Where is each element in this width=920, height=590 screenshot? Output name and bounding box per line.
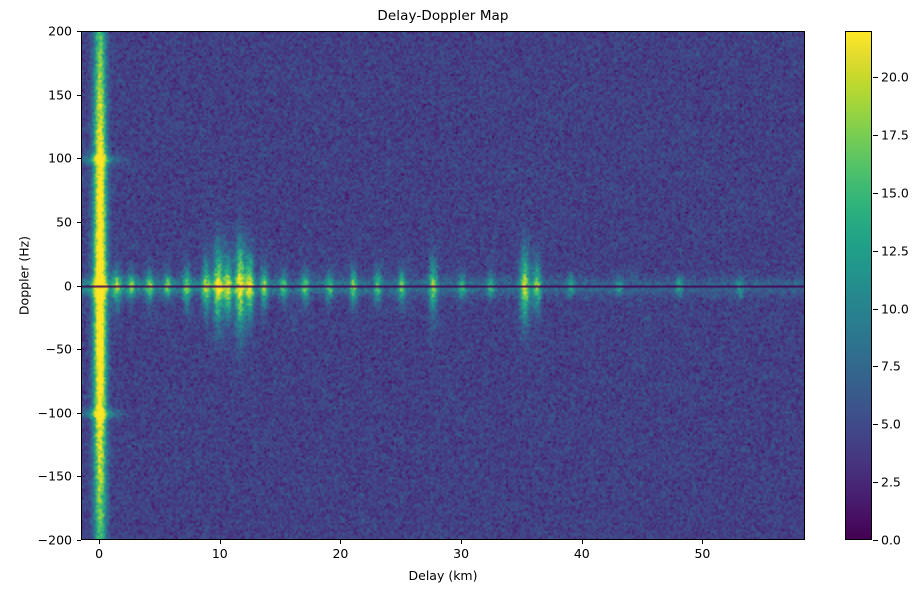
x-tick-label: 30 xyxy=(453,546,470,561)
x-tick-label: 10 xyxy=(211,546,228,561)
y-tick-label: 150 xyxy=(48,87,72,103)
x-tick-label: 0 xyxy=(95,546,104,561)
x-tick-mark xyxy=(219,540,221,544)
page-title: Delay-Doppler Map xyxy=(377,8,509,24)
colorbar-tick-label: 12.5 xyxy=(881,243,909,259)
y-tick-label: −50 xyxy=(45,341,72,357)
x-axis-title: Delay (km) xyxy=(408,568,478,583)
colorbar-tick-label: 20.0 xyxy=(881,69,909,85)
colorbar-tick-label: 5.0 xyxy=(881,416,901,432)
colorbar-tick-mark xyxy=(873,77,878,79)
x-tick-label: 40 xyxy=(573,546,590,561)
colorbar-tick-label: 7.5 xyxy=(881,358,901,374)
heatmap-plot-area xyxy=(81,31,805,540)
x-tick-mark xyxy=(461,540,463,544)
y-tick-mark xyxy=(77,285,81,287)
colorbar xyxy=(845,31,872,540)
y-tick-mark xyxy=(77,221,81,223)
y-tick-mark xyxy=(77,94,81,96)
colorbar-tick-label: 2.5 xyxy=(881,474,901,490)
colorbar-tick-mark xyxy=(873,424,878,426)
colorbar-tick-mark xyxy=(873,135,878,137)
colorbar-tick-mark xyxy=(873,540,878,541)
y-tick-label: −150 xyxy=(37,468,72,484)
x-axis-tick-labels: 0 10 20 30 40 50 xyxy=(0,546,920,566)
y-axis-title: Doppler (Hz) xyxy=(16,235,32,316)
x-tick-mark xyxy=(99,540,101,544)
y-tick-label: −200 xyxy=(37,532,72,548)
y-tick-label: 0 xyxy=(64,278,72,293)
y-tick-label: −100 xyxy=(37,405,72,421)
y-axis-tick-labels: 200 150 100 50 0 −50 −100 −150 −200 xyxy=(0,0,72,590)
y-tick-mark xyxy=(77,412,81,414)
x-tick-mark xyxy=(702,540,704,544)
y-tick-mark xyxy=(77,31,81,32)
x-tick-mark xyxy=(340,540,342,544)
y-tick-label: 200 xyxy=(48,23,72,39)
x-tick-mark xyxy=(581,540,583,544)
colorbar-tick-mark xyxy=(873,250,878,252)
y-tick-mark xyxy=(77,540,81,541)
y-tick-mark xyxy=(77,349,81,351)
colorbar-tick-mark xyxy=(873,482,878,484)
colorbar-gradient xyxy=(846,32,871,539)
x-tick-label: 50 xyxy=(694,546,711,561)
colorbar-tick-label: 17.5 xyxy=(881,127,909,143)
y-tick-mark xyxy=(77,476,81,478)
colorbar-tick-mark xyxy=(873,366,878,368)
delay-doppler-heatmap xyxy=(82,32,804,539)
colorbar-tick-label: 0.0 xyxy=(881,532,901,548)
colorbar-tick-label: 15.0 xyxy=(881,185,909,201)
y-tick-label: 50 xyxy=(56,214,72,230)
y-tick-label: 100 xyxy=(48,150,72,166)
colorbar-tick-mark xyxy=(873,192,878,194)
colorbar-tick-label: 10.0 xyxy=(881,301,909,317)
y-tick-mark xyxy=(77,158,81,160)
colorbar-tick-mark xyxy=(873,308,878,310)
x-tick-label: 20 xyxy=(332,546,349,561)
